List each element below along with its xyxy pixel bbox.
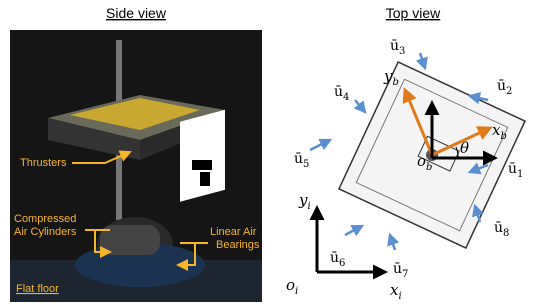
- yi: yi: [298, 191, 311, 212]
- input-label: ū1: [508, 161, 523, 180]
- input-label: ū3: [390, 38, 405, 57]
- label-thrusters: Thrusters: [20, 157, 67, 169]
- side-title: Side view: [106, 5, 167, 21]
- input-label: ū7: [393, 261, 408, 280]
- label-bearings: Bearings: [216, 239, 260, 251]
- label-cylinders: Compressed: [14, 213, 76, 225]
- theta: θ: [460, 139, 469, 157]
- input-label: ū2: [497, 78, 512, 97]
- input-label: ū8: [494, 220, 509, 239]
- top-title: Top view: [386, 5, 441, 21]
- input-label: ū6: [330, 250, 345, 269]
- figure: Side view Top view Thrusters Compressed …: [0, 0, 541, 308]
- label-cylinders: Air Cylinders: [14, 226, 77, 238]
- oi: oi: [286, 276, 298, 297]
- input-label: ū5: [294, 151, 309, 170]
- label-floor: Flat floor: [16, 283, 59, 295]
- label-bearings: Linear Air: [210, 226, 257, 238]
- input-label: ū4: [334, 84, 349, 103]
- xi: xi: [390, 281, 402, 302]
